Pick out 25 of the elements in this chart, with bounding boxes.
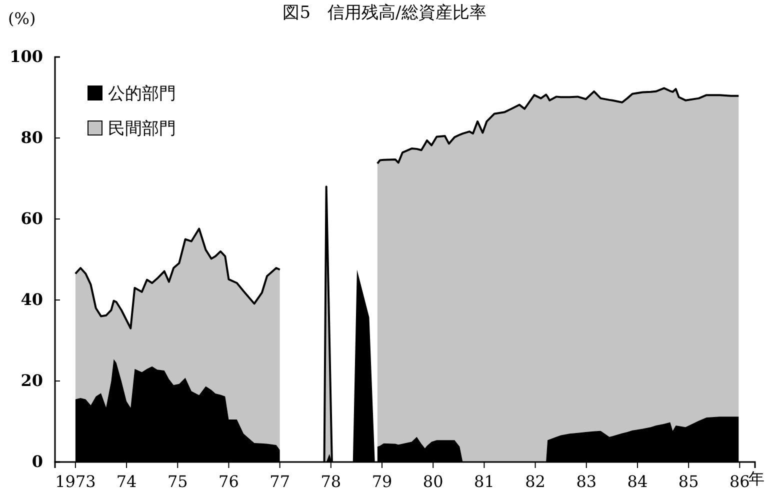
- y-tick-label: 100: [10, 47, 43, 66]
- x-tick-label: 82: [525, 472, 546, 491]
- x-tick-label: 74: [116, 472, 137, 491]
- legend-label: 公的部門: [108, 84, 176, 104]
- x-tick-label: 76: [218, 472, 239, 491]
- x-tick-label: 81: [474, 472, 494, 491]
- y-tick-label: 80: [20, 128, 43, 148]
- x-tick-label: 84: [627, 472, 648, 491]
- x-tick-label: 86: [729, 472, 750, 491]
- y-axis-title: (%): [8, 9, 36, 28]
- x-tick-label: 80: [422, 472, 444, 491]
- legend-label: 民間部門: [108, 119, 176, 139]
- x-tick-label: 85: [678, 472, 699, 491]
- x-tick-label: 77: [270, 472, 290, 491]
- y-tick-label: 40: [20, 290, 43, 310]
- y-tick-label: 0: [32, 452, 43, 472]
- y-tick-label: 20: [20, 371, 43, 390]
- chart-title: 図5 信用残高/総資産比率: [282, 3, 486, 23]
- x-tick-label: 75: [167, 472, 188, 491]
- x-tick-label: 83: [576, 472, 597, 491]
- x-axis-title: 年: [748, 469, 765, 488]
- x-tick-label: 78: [320, 472, 342, 491]
- x-tick-label: 1973: [55, 472, 96, 491]
- y-tick-label: 60: [20, 209, 43, 228]
- x-tick-label: 79: [372, 472, 392, 491]
